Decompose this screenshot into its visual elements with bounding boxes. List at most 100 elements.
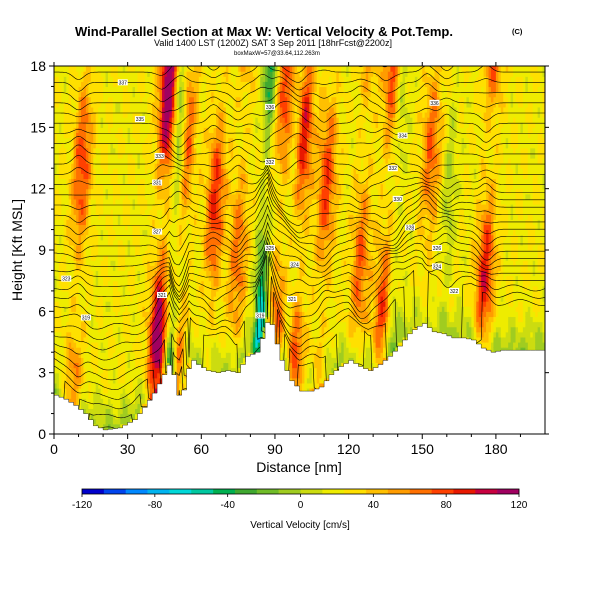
- heat-cell: [105, 234, 109, 241]
- heat-cell: [189, 163, 193, 169]
- heat-cell: [83, 285, 87, 292]
- heat-cell: [193, 239, 197, 246]
- heat-cell: [117, 239, 121, 246]
- heat-cell: [147, 321, 151, 328]
- heat-cell: [71, 122, 75, 128]
- heat-cell: [137, 280, 141, 287]
- heat-cell: [216, 158, 220, 164]
- heat-cell: [189, 357, 193, 364]
- heat-cell: [139, 152, 143, 159]
- heat-cell: [68, 117, 72, 123]
- heat-cell: [130, 347, 134, 353]
- heat-cell: [132, 270, 136, 277]
- heat-cell: [152, 342, 156, 348]
- heat-cell: [100, 331, 104, 338]
- heat-cell: [120, 193, 124, 200]
- heat-cell: [152, 326, 156, 333]
- heat-cell: [125, 234, 129, 241]
- heat-cell: [98, 76, 102, 82]
- heat-cell: [95, 285, 99, 292]
- heat-cell: [166, 275, 170, 282]
- heat-cell: [149, 142, 153, 149]
- heat-cell: [63, 347, 67, 353]
- heat-cell: [142, 229, 146, 236]
- heat-cell: [115, 382, 119, 389]
- heat-cell: [122, 265, 126, 272]
- heat-cell: [181, 224, 185, 231]
- heat-cell: [112, 321, 116, 328]
- heat-cell: [61, 188, 65, 195]
- heat-cell: [171, 229, 175, 236]
- heat-cell: [54, 147, 58, 154]
- heat-cell: [216, 357, 220, 364]
- heat-cell: [191, 152, 195, 159]
- heat-cell: [108, 158, 112, 164]
- heat-cell: [137, 388, 141, 394]
- heat-cell: [127, 367, 131, 374]
- heat-cell: [78, 372, 82, 379]
- heat-cell: [120, 331, 124, 338]
- heat-cell: [122, 101, 126, 108]
- heat-cell: [171, 71, 175, 77]
- heat-cell: [88, 362, 92, 369]
- heat-cell: [184, 158, 188, 164]
- heat-cell: [88, 178, 92, 185]
- heat-cell: [68, 270, 72, 277]
- heat-cell: [61, 367, 65, 374]
- heat-cell: [164, 275, 168, 282]
- heat-cell: [95, 352, 99, 358]
- heat-cell: [189, 209, 193, 215]
- heat-cell: [122, 76, 126, 82]
- heat-cell: [54, 81, 58, 88]
- heat-cell: [162, 86, 166, 93]
- heat-cell: [93, 147, 97, 154]
- heat-cell: [213, 209, 217, 215]
- heat-cell: [76, 188, 80, 195]
- heat-cell: [100, 362, 104, 369]
- heat-cell: [135, 403, 139, 410]
- heat-cell: [95, 403, 99, 410]
- heat-cell: [127, 362, 131, 369]
- heat-cell: [162, 142, 166, 149]
- heat-cell: [127, 127, 131, 134]
- heat-cell: [144, 209, 148, 215]
- heat-cell: [149, 86, 153, 93]
- heat-cell: [149, 229, 153, 236]
- heat-cell: [125, 239, 129, 246]
- heat-cell: [198, 96, 202, 103]
- heat-cell: [191, 306, 195, 312]
- heat-cell: [154, 86, 158, 93]
- heat-cell: [203, 275, 207, 282]
- heat-cell: [171, 362, 175, 369]
- heat-cell: [193, 214, 197, 220]
- heat-cell: [117, 209, 121, 215]
- heat-cell: [181, 280, 185, 287]
- heat-cell: [68, 209, 72, 215]
- heat-cell: [88, 250, 92, 256]
- heat-cell: [81, 372, 85, 379]
- heat-cell: [83, 239, 87, 246]
- heat-cell: [100, 393, 104, 399]
- heat-cell: [71, 326, 75, 333]
- heat-cell: [181, 321, 185, 328]
- heat-cell: [189, 117, 193, 123]
- heat-cell: [117, 423, 121, 430]
- heat-cell: [171, 66, 175, 72]
- heat-cell: [206, 362, 210, 369]
- heat-cell: [85, 285, 89, 292]
- heat-cell: [144, 352, 148, 358]
- heat-cell: [85, 260, 89, 266]
- heat-cell: [117, 214, 121, 220]
- heat-cell: [54, 239, 58, 246]
- heat-cell: [100, 193, 104, 200]
- heat-cell: [211, 250, 215, 256]
- heat-cell: [71, 372, 75, 379]
- heat-cell: [112, 347, 116, 353]
- heat-cell: [63, 163, 67, 169]
- heat-cell: [189, 244, 193, 251]
- heat-cell: [66, 147, 70, 154]
- heat-cell: [164, 106, 168, 113]
- heat-cell: [110, 301, 114, 307]
- heat-cell: [135, 388, 139, 394]
- heat-cell: [81, 362, 85, 369]
